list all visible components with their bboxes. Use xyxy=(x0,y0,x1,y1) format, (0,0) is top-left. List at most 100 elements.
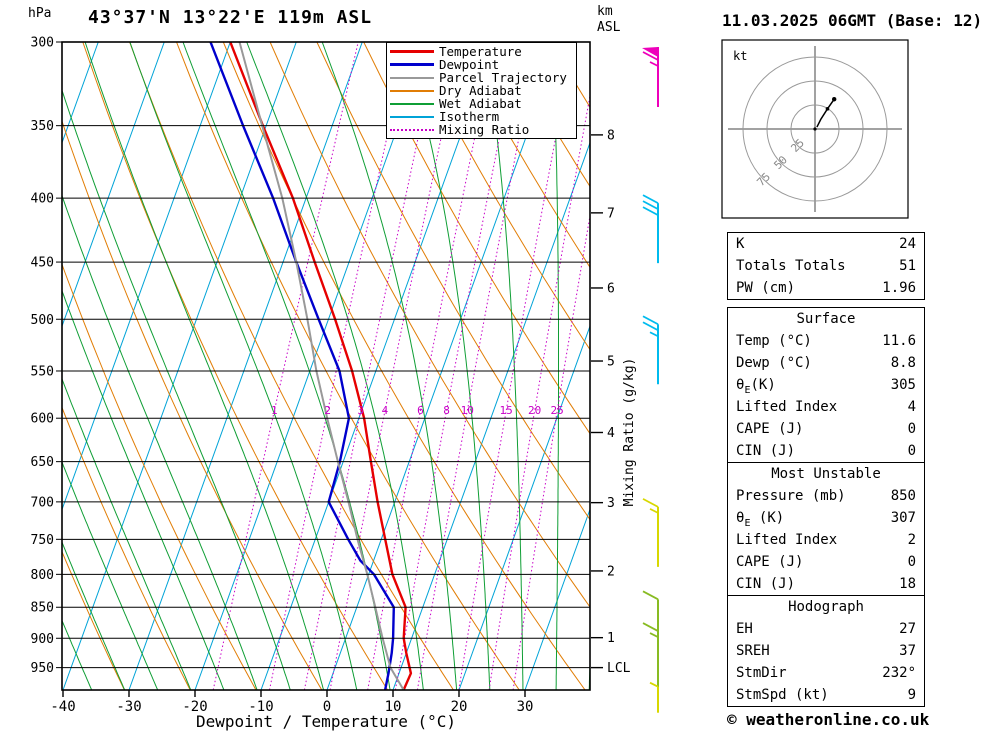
stat-label: StmSpd (kt) xyxy=(736,687,829,703)
table-row: Lifted Index 2 xyxy=(728,529,924,551)
legend-line-swatch xyxy=(390,89,434,92)
legend-label: Temperature xyxy=(439,44,522,59)
mixing-ratio-label: 8 xyxy=(443,404,450,417)
stat-value: 1.96 xyxy=(882,280,916,296)
mixing-ratio-label: 3 xyxy=(357,404,364,417)
stat-label: Lifted Index xyxy=(736,532,838,548)
legend-label: Dry Adiabat xyxy=(439,83,522,98)
stat-label: Dewp (°C) xyxy=(736,355,812,371)
temp-axis-caption: Dewpoint / Temperature (°C) xyxy=(196,712,456,731)
table-row: CAPE (J) 0 xyxy=(728,418,924,440)
stat-label: CAPE (J) xyxy=(736,554,804,570)
pressure-tick-label: 500 xyxy=(31,313,54,328)
stat-label: CAPE (J) xyxy=(736,421,804,437)
isotherm-lines xyxy=(62,42,590,690)
stats-tables: K 24 Totals Totals 51 PW (cm) 1.96 Surface Temp… xyxy=(727,232,925,707)
legend-item-temperature: Temperature xyxy=(390,44,576,59)
page-title: 43°37'N 13°22'E 119m ASL xyxy=(88,7,373,28)
table-row: SREH 37 xyxy=(728,640,924,662)
legend-line-swatch xyxy=(390,50,434,53)
copyright: © weatheronline.co.uk xyxy=(727,710,930,729)
mixing-ratio-label: 10 xyxy=(461,404,474,417)
wind-barb xyxy=(642,47,659,107)
temp-tick-label: -30 xyxy=(116,699,141,715)
stat-label: θE (K) xyxy=(736,510,785,529)
stat-label: Temp (°C) xyxy=(736,333,812,349)
pressure-tick-label: 550 xyxy=(31,364,54,379)
wet-adiabat-lines xyxy=(62,42,590,690)
table-row: Dewp (°C) 8.8 xyxy=(728,352,924,374)
legend-label: Dewpoint xyxy=(439,57,500,72)
mixing-ratio-value-labels: 1 2 3 4 6 8 10 15 20 25 xyxy=(271,404,564,417)
stat-value: 307 xyxy=(890,510,916,526)
table-hodograph: Hodograph EH 27 SREH 37 StmDir 232° StmSpd (kt)… xyxy=(727,595,925,707)
table-surface: Surface Temp (°C) 11.6 Dewp (°C) 8.8 θE(K) 305… xyxy=(727,307,925,463)
legend-line-swatch xyxy=(390,63,434,66)
stat-value: 9 xyxy=(907,687,916,703)
mixing-ratio-label: 1 xyxy=(271,404,278,417)
table-row: CAPE (J) 0 xyxy=(728,551,924,573)
hodograph-unit-label: kt xyxy=(733,49,747,63)
pressure-tick-label: 300 xyxy=(31,36,54,51)
pressure-tick-label: 800 xyxy=(31,568,54,583)
legend-label: Parcel Trajectory xyxy=(439,70,567,85)
stat-value: 27 xyxy=(899,621,916,637)
mixing-ratio-label: 2 xyxy=(324,404,331,417)
table-row: θE (K) 307 xyxy=(728,507,924,529)
km-tick-label: 2 xyxy=(607,564,615,579)
stat-label: StmDir xyxy=(736,665,787,681)
wind-barb xyxy=(649,681,659,713)
legend-line-swatch xyxy=(390,128,434,131)
mixing-ratio-label: 4 xyxy=(382,404,389,417)
stat-label: θE(K) xyxy=(736,377,776,396)
pressure-tick-label: 650 xyxy=(31,455,54,470)
table-row: Lifted Index 4 xyxy=(728,396,924,418)
wind-barbs xyxy=(642,47,659,713)
table-row: Pressure (mb) 850 xyxy=(728,485,924,507)
stat-value: 51 xyxy=(899,258,916,274)
pressure-tick-label: 450 xyxy=(31,256,54,271)
km-tick-label: 8 xyxy=(607,128,615,143)
stat-label: SREH xyxy=(736,643,770,659)
pressure-axis-unit: hPa xyxy=(28,6,52,21)
table-row: PW (cm) 1.96 xyxy=(728,277,924,299)
stat-value: 2 xyxy=(907,532,916,548)
legend-line-swatch xyxy=(390,102,434,105)
legend-label: Wet Adiabat xyxy=(439,96,522,111)
table-row: StmSpd (kt) 9 xyxy=(728,684,924,706)
temperature-line xyxy=(229,42,413,690)
stat-label: EH xyxy=(736,621,753,637)
km-tick-label: 5 xyxy=(607,355,615,370)
stat-label: Pressure (mb) xyxy=(736,488,846,504)
temperature-axis: -40 -30 -20 -10 0 10 20 30 Dewpoint / Temperatur… xyxy=(50,690,533,731)
plot-border xyxy=(61,41,591,691)
table-indices: K 24 Totals Totals 51 PW (cm) 1.96 xyxy=(727,232,925,300)
wind-barb xyxy=(642,622,659,692)
pressure-tick-label: 600 xyxy=(31,412,54,427)
legend-line-swatch xyxy=(390,115,434,118)
legend-label: Mixing Ratio xyxy=(439,122,530,137)
table-row: K 24 xyxy=(728,233,924,255)
table-row: EH 27 xyxy=(728,618,924,640)
stat-value: 4 xyxy=(907,399,916,415)
temp-tick-label: -40 xyxy=(50,699,75,715)
mixing-ratio-lines xyxy=(212,42,590,690)
stat-value: 18 xyxy=(899,576,916,592)
stat-label: PW (cm) xyxy=(736,280,796,296)
table-row: CIN (J) 0 xyxy=(728,440,924,462)
wind-barb xyxy=(642,315,659,385)
table-row: CIN (J) 18 xyxy=(728,573,924,595)
stat-label: K xyxy=(736,236,745,252)
legend-line-swatch xyxy=(390,76,434,79)
legend-item-dewpoint: Dewpoint xyxy=(390,57,576,72)
stat-value: 11.6 xyxy=(882,333,916,349)
table-row: Temp (°C) 11.6 xyxy=(728,330,924,352)
temp-tick-label: 20 xyxy=(451,699,468,715)
mixing-ratio-axis-caption: Mixing Ratio (g/kg) xyxy=(622,358,637,507)
stat-value: 24 xyxy=(899,236,916,252)
legend-item-mixing-ratio: Mixing Ratio xyxy=(390,122,576,137)
temp-tick-label: 30 xyxy=(517,699,534,715)
legend: Temperature Dewpoint Parcel Trajectory Dry … xyxy=(386,42,577,139)
